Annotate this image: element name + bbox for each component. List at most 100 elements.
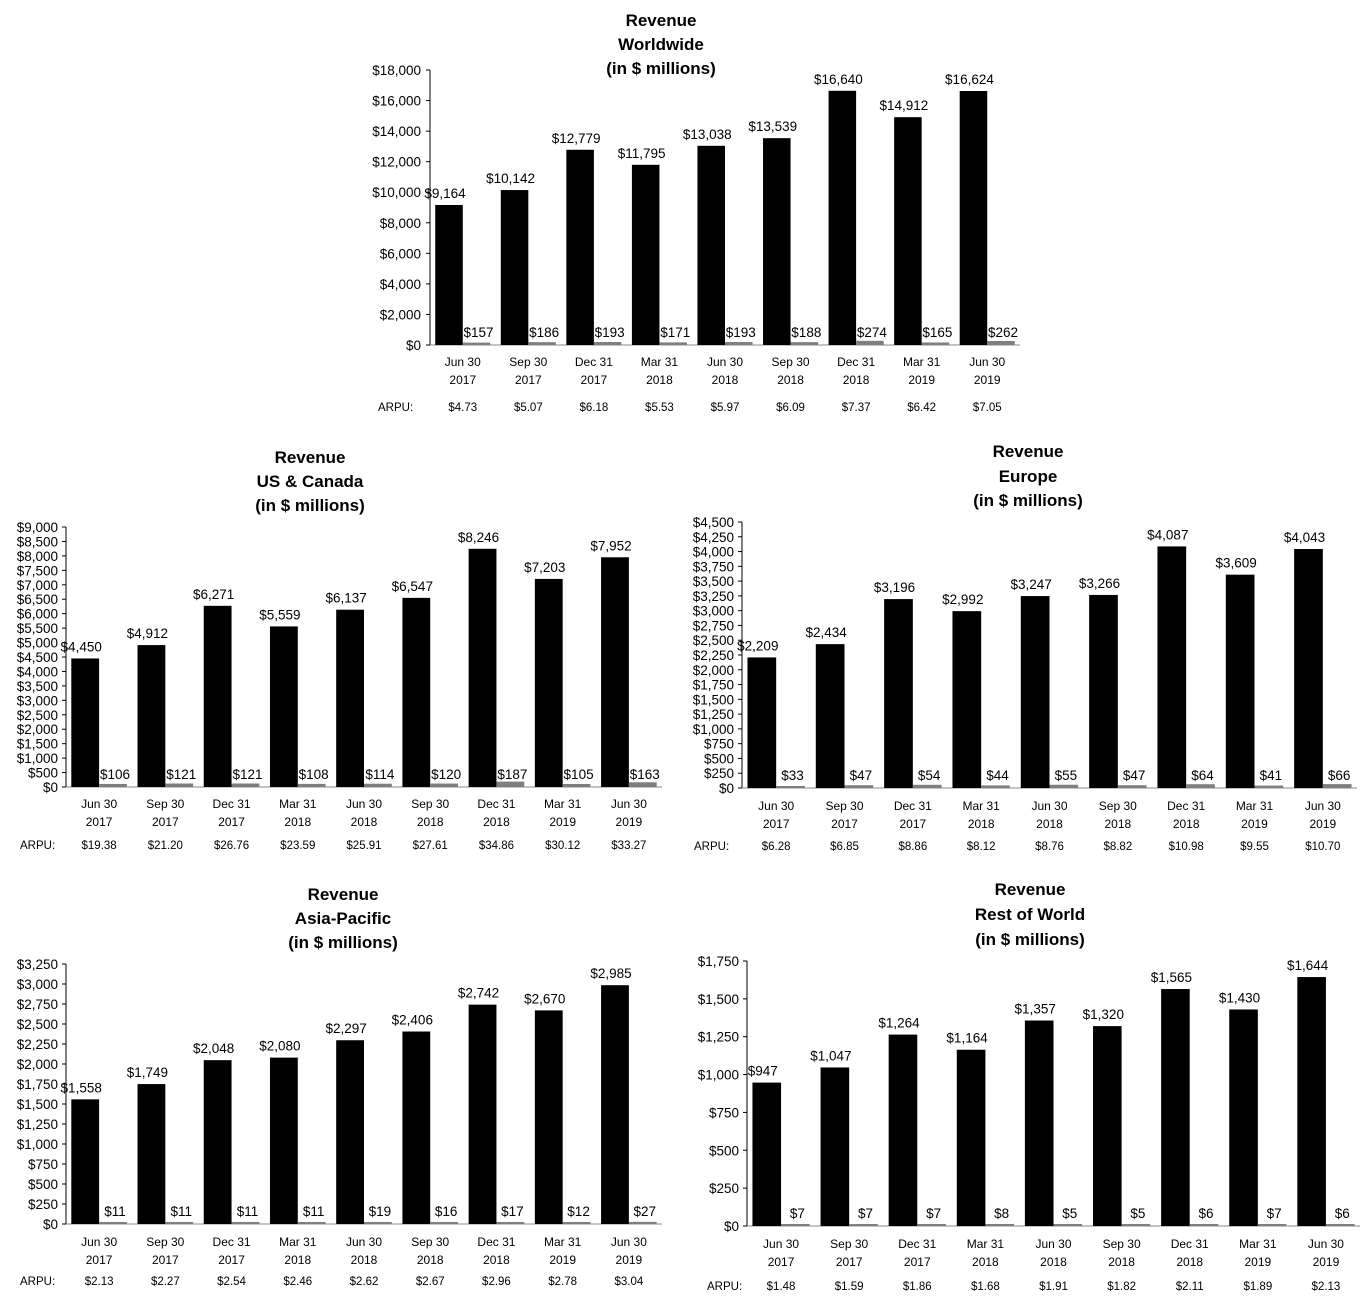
- arpu-bar: [430, 783, 459, 787]
- arpu-data-label: $7: [858, 1206, 873, 1221]
- revenue-data-label: $9,164: [424, 186, 466, 201]
- y-tick-label: $750: [709, 1105, 739, 1120]
- arpu-value: $1.48: [767, 1281, 796, 1293]
- revenue-bar: [566, 149, 594, 345]
- arpu-bar: [231, 1222, 260, 1224]
- revenue-data-label: $11,795: [618, 146, 666, 161]
- arpu-value: $2.27: [151, 1276, 180, 1288]
- y-tick-label: $0: [43, 1217, 58, 1232]
- arpu-value: $19.38: [82, 840, 117, 852]
- arpu-bar: [496, 781, 525, 787]
- chart-title-line: US & Canada: [257, 472, 364, 491]
- y-tick-label: $4,000: [380, 277, 421, 292]
- revenue-data-label: $2,080: [259, 1039, 300, 1054]
- x-tick-label: 2017: [768, 1255, 795, 1269]
- x-tick-label: Dec 31: [477, 797, 515, 811]
- y-tick-label: $250: [28, 1197, 58, 1212]
- arpu-value: $2.54: [217, 1276, 246, 1288]
- x-tick-label: 2018: [712, 373, 739, 387]
- revenue-data-label: $13,038: [683, 127, 732, 142]
- y-tick-label: $0: [406, 338, 421, 353]
- arpu-value: $5.97: [711, 402, 740, 414]
- revenue-bar: [884, 599, 913, 788]
- arpu-value: $25.91: [346, 840, 381, 852]
- arpu-bar: [1117, 785, 1147, 788]
- x-tick-label: 2019: [974, 373, 1001, 387]
- arpu-value: $2.13: [85, 1276, 114, 1288]
- y-tick-label: $2,750: [17, 997, 58, 1012]
- arpu-bar: [1325, 1224, 1355, 1226]
- revenue-bar: [1024, 1020, 1054, 1226]
- arpu-bar: [912, 784, 942, 788]
- revenue-data-label: $4,087: [1147, 527, 1188, 542]
- revenue-bar: [631, 164, 660, 345]
- arpu-value: $30.12: [545, 840, 580, 852]
- x-tick-label: 2018: [646, 373, 673, 387]
- arpu-bar: [856, 340, 884, 345]
- x-tick-label: Mar 31: [1239, 1237, 1277, 1251]
- x-tick-label: Sep 30: [825, 799, 863, 813]
- x-tick-label: Jun 30: [1305, 799, 1341, 813]
- x-tick-label: 2019: [549, 1253, 576, 1267]
- x-tick-label: Sep 30: [1103, 1237, 1141, 1251]
- arpu-bar: [985, 1224, 1014, 1226]
- arpu-value: $23.59: [280, 840, 315, 852]
- x-tick-label: Dec 31: [1167, 799, 1205, 813]
- revenue-bar: [402, 597, 431, 787]
- arpu-bar: [781, 1224, 810, 1226]
- arpu-data-label: $12: [567, 1204, 590, 1219]
- chart-title-line: Revenue: [995, 880, 1066, 899]
- chart-title-line: Revenue: [993, 442, 1064, 461]
- revenue-data-label: $3,247: [1011, 577, 1052, 592]
- arpu-data-label: $193: [595, 325, 625, 340]
- x-tick-label: 2017: [831, 817, 858, 831]
- y-tick-label: $1,000: [698, 1068, 739, 1083]
- y-tick-label: $750: [28, 1157, 58, 1172]
- revenue-bar: [1161, 989, 1190, 1226]
- y-tick-label: $9,000: [17, 520, 58, 535]
- x-tick-label: Dec 31: [575, 355, 613, 369]
- y-tick-label: $1,750: [693, 678, 734, 693]
- revenue-bar: [1093, 1026, 1122, 1226]
- arpu-data-label: $47: [850, 768, 873, 783]
- arpu-data-label: $8: [994, 1206, 1009, 1221]
- y-tick-label: $1,250: [693, 707, 734, 722]
- revenue-bar: [137, 645, 166, 787]
- chart-title-line: (in $ millions): [255, 496, 365, 515]
- revenue-data-label: $2,992: [942, 592, 983, 607]
- arpu-bar: [1186, 784, 1215, 788]
- revenue-data-label: $1,430: [1219, 990, 1260, 1005]
- arpu-value: $2.11: [1176, 1281, 1204, 1293]
- y-tick-label: $4,500: [693, 515, 734, 530]
- y-tick-label: $250: [704, 766, 734, 781]
- x-tick-label: 2017: [449, 373, 476, 387]
- x-tick-label: Jun 30: [81, 1235, 117, 1249]
- x-tick-label: Jun 30: [611, 797, 647, 811]
- arpu-data-label: $11: [303, 1204, 325, 1219]
- arpu-data-label: $120: [431, 767, 461, 782]
- arpu-row-label: ARPU:: [20, 840, 55, 852]
- y-tick-label: $2,000: [693, 663, 734, 678]
- arpu-bar: [1053, 1224, 1083, 1226]
- arpu-bar: [297, 1222, 326, 1224]
- x-tick-label: Jun 30: [346, 1235, 382, 1249]
- x-tick-label: Jun 30: [758, 799, 794, 813]
- arpu-bar: [1254, 785, 1284, 788]
- revenue-data-label: $1,749: [127, 1065, 168, 1080]
- revenue-data-label: $1,164: [946, 1031, 988, 1046]
- revenue-bar: [269, 626, 298, 787]
- revenue-bar: [1157, 546, 1187, 788]
- y-tick-label: $1,500: [698, 992, 739, 1007]
- revenue-bar: [601, 985, 629, 1224]
- x-tick-label: 2017: [899, 817, 926, 831]
- y-tick-label: $2,500: [693, 633, 734, 648]
- revenue-bar: [435, 204, 463, 345]
- x-tick-label: 2018: [1104, 817, 1131, 831]
- arpu-data-label: $16: [435, 1204, 458, 1219]
- arpu-data-label: $27: [634, 1204, 657, 1219]
- revenue-bar: [1229, 1009, 1258, 1226]
- y-tick-label: $1,500: [17, 737, 58, 752]
- arpu-data-label: $114: [365, 767, 395, 782]
- arpu-data-label: $44: [986, 768, 1009, 783]
- revenue-data-label: $3,609: [1216, 556, 1257, 571]
